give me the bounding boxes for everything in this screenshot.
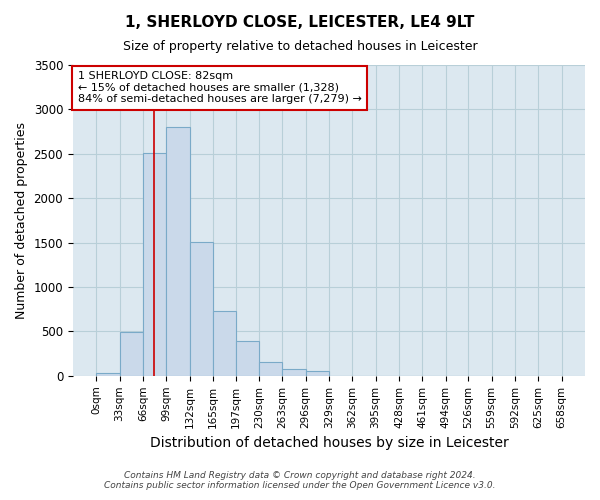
Bar xyxy=(213,311,236,376)
X-axis label: Distribution of detached houses by size in Leicester: Distribution of detached houses by size … xyxy=(149,436,508,450)
Bar xyxy=(190,242,213,376)
Text: 1, SHERLOYD CLOSE, LEICESTER, LE4 9LT: 1, SHERLOYD CLOSE, LEICESTER, LE4 9LT xyxy=(125,15,475,30)
Bar xyxy=(166,127,190,376)
Y-axis label: Number of detached properties: Number of detached properties xyxy=(15,122,28,319)
Bar xyxy=(259,362,282,376)
Bar xyxy=(143,153,166,376)
Bar xyxy=(236,341,259,376)
Bar xyxy=(282,369,305,376)
Bar xyxy=(305,371,329,376)
Text: Size of property relative to detached houses in Leicester: Size of property relative to detached ho… xyxy=(122,40,478,53)
Bar xyxy=(119,332,143,376)
Text: 1 SHERLOYD CLOSE: 82sqm
← 15% of detached houses are smaller (1,328)
84% of semi: 1 SHERLOYD CLOSE: 82sqm ← 15% of detache… xyxy=(78,71,362,104)
Text: Contains HM Land Registry data © Crown copyright and database right 2024.
Contai: Contains HM Land Registry data © Crown c… xyxy=(104,470,496,490)
Bar xyxy=(96,373,119,376)
